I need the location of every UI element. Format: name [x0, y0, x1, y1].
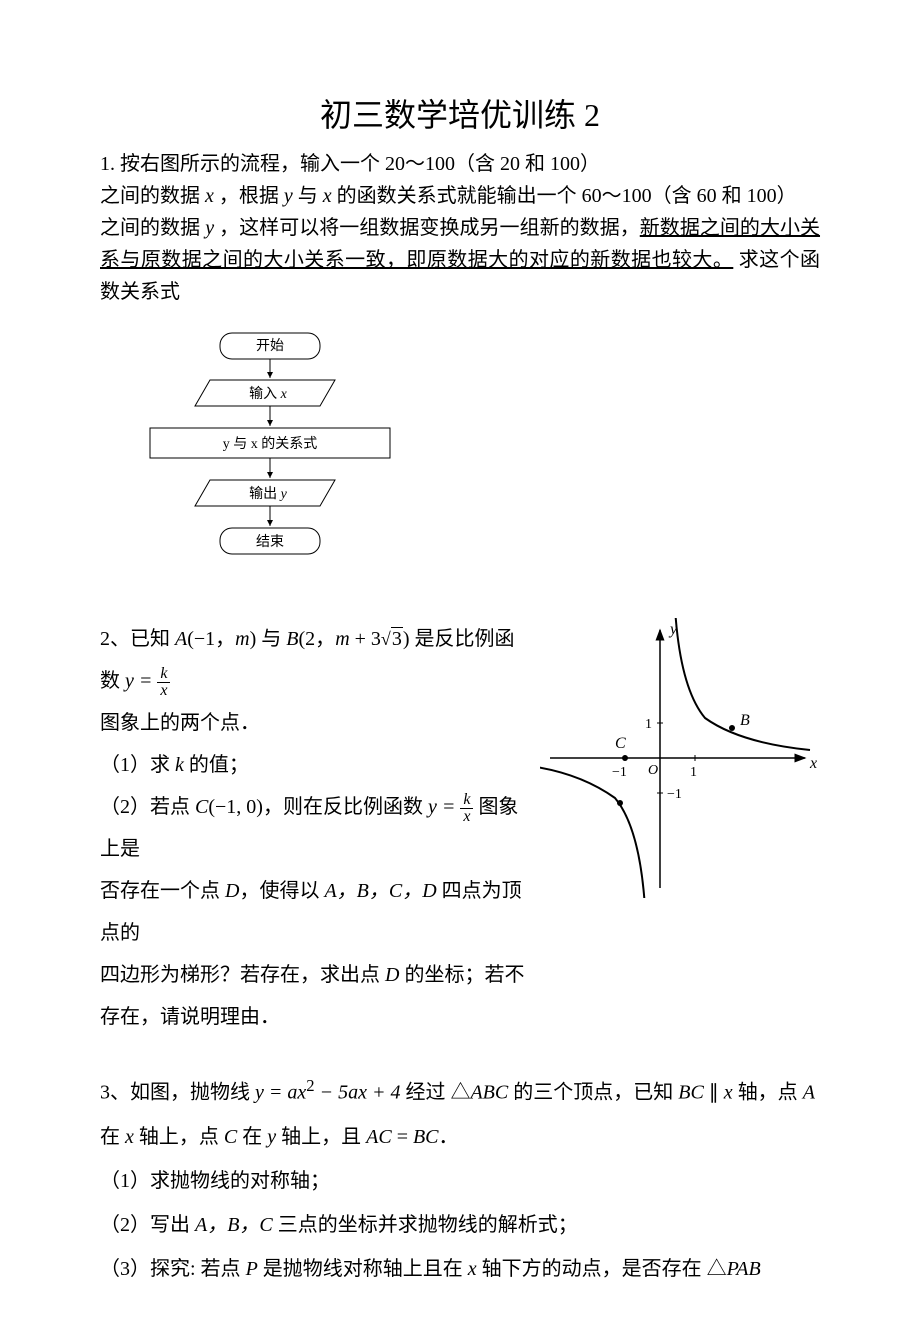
q3-l2c: 在	[237, 1126, 267, 1148]
flow-start: 开始	[256, 338, 284, 354]
tick-xneg1: −1	[612, 765, 627, 780]
q3-PAB: PAB	[727, 1258, 761, 1280]
q2-p2d: 否存在一个点	[100, 880, 225, 902]
q2-Ccoords: (−1, 0)	[208, 796, 263, 818]
q2-ABCD: A，B，C，D	[324, 880, 436, 902]
q3-xaxis3: x	[468, 1258, 477, 1280]
q2-Bplus: + 3	[350, 628, 381, 650]
x-axis-label: x	[809, 755, 817, 772]
q3-l1a: 3、如图，抛物线	[100, 1082, 255, 1104]
q3-text: 3、如图，抛物线 y = ax2 − 5ax + 4 经过 △ABC 的三个顶点…	[100, 1068, 820, 1291]
q1-line1: 1. 按右图所示的流程，输入一个 20～100（含 20 和 100）	[100, 153, 600, 175]
q2-text: 2、已知 A(−1，m) 与 B(2，m + 3√3) 是反比例函数 y = k…	[100, 618, 530, 1038]
flow-end: 结束	[256, 534, 284, 550]
q3-AC: AC	[366, 1126, 392, 1148]
q2-D: D	[225, 880, 239, 902]
q3-C: C	[224, 1126, 237, 1148]
q2-p2e: ，使得以	[239, 880, 324, 902]
q3-l1d: 轴，点	[738, 1082, 803, 1104]
q3-eq1: y = ax	[255, 1082, 306, 1104]
flow-process: y 与 x 的关系式	[223, 436, 318, 452]
sqrt-icon: √3	[381, 618, 403, 660]
q2-and: 与	[261, 628, 286, 650]
q1-y1: y	[284, 185, 293, 207]
q1-line2-c: ，根据	[219, 185, 279, 207]
q3-l2b: 轴上，点	[134, 1126, 224, 1148]
q1-x2: x	[323, 185, 332, 207]
frac-k-x-2: kx	[460, 792, 473, 825]
q1-line2-e: 与	[298, 185, 323, 207]
q3-l2e: ．	[439, 1126, 459, 1148]
q3-p3b: 是抛物线对称轴上且在	[258, 1258, 468, 1280]
q3-p3a: （3）探究: 若点	[100, 1258, 246, 1280]
q2-p1-a: （1）求	[100, 754, 175, 776]
q2-p1-b: 的值；	[184, 754, 249, 776]
q3-BC: BC	[678, 1082, 704, 1104]
q1-x1: x	[205, 185, 214, 207]
q3-xaxis: x	[724, 1082, 733, 1104]
q2-yeq2: y =	[428, 796, 460, 818]
q2-p2h: 四边形为梯形？若存在，求出点	[100, 964, 385, 986]
q2-A: A	[175, 628, 187, 650]
q2-Am: m	[235, 628, 249, 650]
q3-eq2: − 5ax + 4	[315, 1082, 401, 1104]
q3-l2a: 在	[100, 1126, 125, 1148]
tick-y1: 1	[645, 717, 652, 732]
tick-x1: 1	[690, 765, 697, 780]
q1-y2: y	[205, 217, 214, 239]
q2-l1a: 2、已知	[100, 628, 175, 650]
origin-label: O	[648, 763, 658, 778]
q2-yeq: y =	[125, 670, 157, 692]
q3-par: ∥	[704, 1082, 724, 1104]
q3-p2-b: 三点的坐标并求抛物线的解析式；	[273, 1214, 578, 1236]
flow-output: 输出 y	[249, 486, 288, 502]
q1-line3-a: 之间的数据	[100, 217, 200, 239]
q3-p2-abc: A，B，C	[195, 1214, 273, 1236]
q2-B: B	[286, 628, 298, 650]
q2-figure: x y 1 −1 1 −1 O B C	[540, 618, 820, 903]
q1-line2-g: 的函数关系式就能输出一个 60～100（含 60 和 100）	[337, 185, 797, 207]
q2-Bopen: (2，	[299, 628, 336, 650]
tick-yneg1: −1	[667, 787, 682, 802]
q1-text: 1. 按右图所示的流程，输入一个 20～100（含 20 和 100） 之间的数…	[100, 148, 820, 308]
q1-line2-a: 之间的数据	[100, 185, 200, 207]
flowchart-svg: 开始 输入 x y 与 x 的关系式 输出 y 结束	[140, 328, 400, 598]
q2-p1-k: k	[175, 754, 184, 776]
q2-p2a: （2）若点	[100, 796, 195, 818]
q2-p2j: 存在，请说明理由．	[100, 1006, 280, 1028]
q2-Bclose: )	[403, 628, 410, 650]
point-B: B	[740, 712, 750, 729]
q3-xaxis2: x	[125, 1126, 134, 1148]
q2-p2i: 的坐标；若不	[399, 964, 524, 986]
q3-eqs: =	[392, 1126, 413, 1148]
q1-line3-c: ，这样可以将一组数据变换成另一组新的数据，	[219, 217, 640, 239]
q3-sq: 2	[306, 1076, 314, 1095]
flow-input: 输入 x	[249, 386, 288, 402]
q3-l2d: 轴上，且	[276, 1126, 366, 1148]
q2-Aopen: (−1，	[187, 628, 235, 650]
q2-p2b: ，则在反比例函数	[263, 796, 428, 818]
page-title: 初三数学培优训练 2	[100, 90, 820, 136]
q3-l1c: 的三个顶点，已知	[513, 1082, 678, 1104]
q2-row: 2、已知 A(−1，m) 与 B(2，m + 3√3) 是反比例函数 y = k…	[100, 618, 820, 1038]
q3-BC2: BC	[413, 1126, 439, 1148]
q2-Aclose: )	[250, 628, 257, 650]
q2-D2: D	[385, 964, 399, 986]
q2-svg: x y 1 −1 1 −1 O B C	[540, 618, 820, 898]
point-C: C	[615, 735, 626, 752]
flowchart: 开始 输入 x y 与 x 的关系式 输出 y 结束	[140, 328, 820, 598]
q3-yaxis: y	[267, 1126, 276, 1148]
q2-C: C	[195, 796, 208, 818]
q2-Bm: m	[335, 628, 349, 650]
q3-p2-a: （2）写出	[100, 1214, 195, 1236]
page: 初三数学培优训练 2 1. 按右图所示的流程，输入一个 20～100（含 20 …	[0, 0, 920, 1331]
frac-k-x: kx	[157, 666, 170, 699]
q3-A: A	[803, 1082, 815, 1104]
q3-p3c: 轴下方的动点，是否存在 △	[477, 1258, 727, 1280]
q3-P: P	[246, 1258, 258, 1280]
q3-ABC: ABC	[470, 1082, 508, 1104]
q3-p1: （1）求抛物线的对称轴；	[100, 1170, 330, 1192]
q2-l2: 图象上的两个点．	[100, 712, 260, 734]
q3-l1b: 经过 △	[405, 1082, 470, 1104]
